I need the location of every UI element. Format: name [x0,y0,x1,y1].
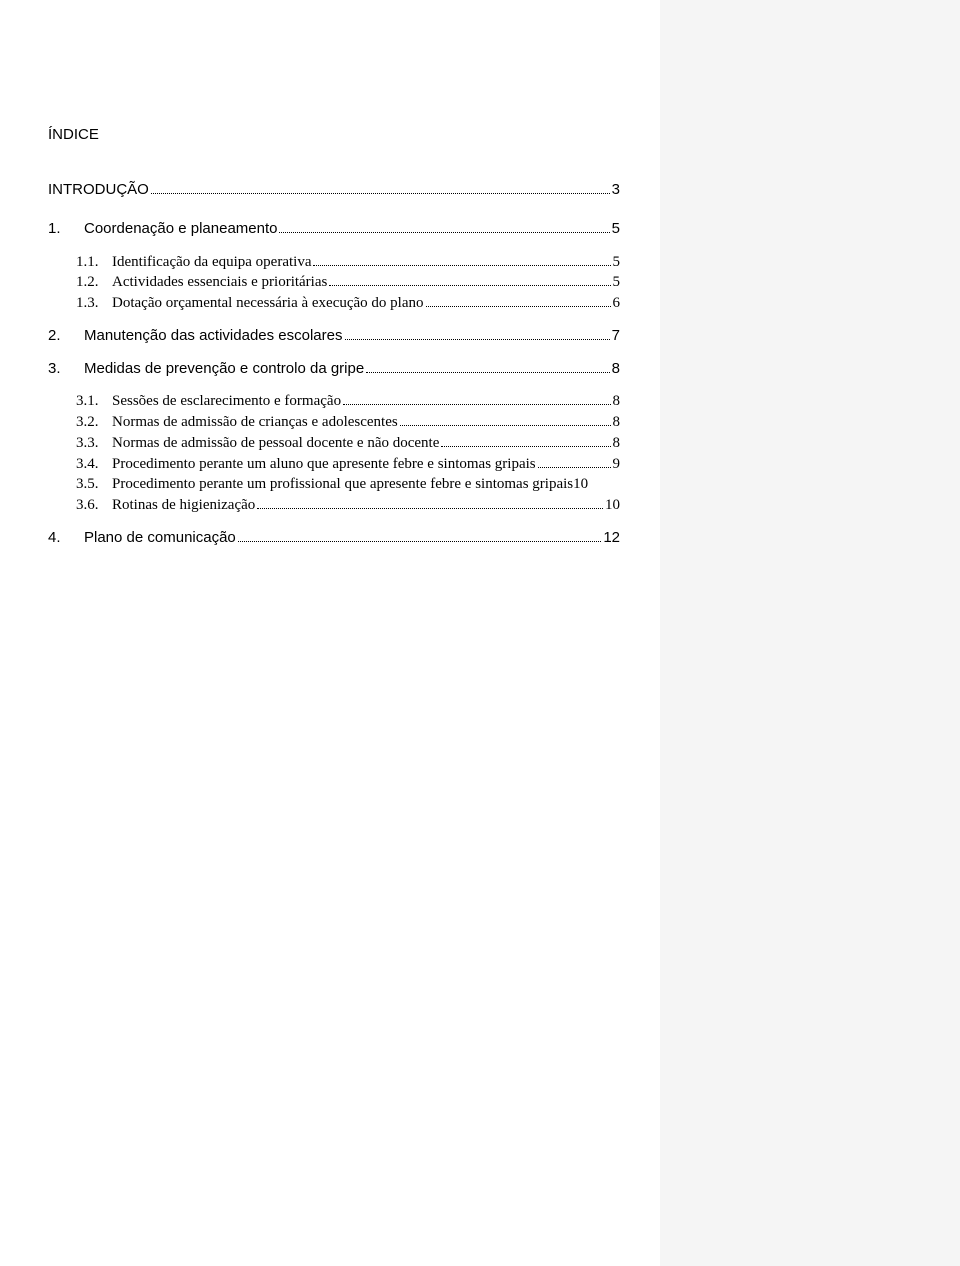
toc-spacer [48,315,620,327]
toc-entry-page: 10 [605,496,620,515]
toc-leader-dots [151,193,610,194]
toc-entry: 2.Manutenção das actividades escolares 7 [48,327,620,346]
toc-entry-label: Identificação da equipa operativa [112,253,311,272]
toc-entry-page: 9 [613,455,621,474]
toc-leader-dots [257,508,603,509]
toc-leader-dots [441,446,610,447]
toc-entry-label: Sessões de esclarecimento e formação [112,392,341,411]
toc-entry-label: Coordenação e planeamento [84,220,277,239]
toc-leader-dots [279,232,609,233]
toc-entry-label: Dotação orçamental necessária à execução… [112,294,424,313]
toc-entry: 3.4.Procedimento perante um aluno que ap… [76,455,620,474]
toc-entry-number: 3.3. [76,434,112,453]
toc-entry-page: 5 [613,273,621,292]
toc-title: ÍNDICE [48,126,620,143]
toc-leader-dots [313,265,610,266]
toc-entry-label: Medidas de prevenção e controlo da gripe [84,360,364,379]
toc-entry: INTRODUÇÃO 3 [48,181,620,200]
toc-entry-label: Rotinas de higienização [112,496,255,515]
toc-entry: 3.6.Rotinas de higienização 10 [76,496,620,515]
toc-leader-dots [343,404,610,405]
toc-entry-number: 4. [48,529,84,548]
toc-entry: 1.1.Identificação da equipa operativa 5 [76,253,620,272]
toc-entry: 1.2.Actividades essenciais e prioritária… [76,273,620,292]
toc-entry-page: 5 [612,220,620,239]
toc-entry: 3.3.Normas de admissão de pessoal docent… [76,434,620,453]
toc-spacer [48,517,620,529]
toc-spacer [48,202,620,220]
toc-spacer [48,380,620,392]
toc-leader-dots [238,541,602,542]
toc-entry-label: Procedimento perante um aluno que aprese… [112,455,536,474]
toc-entry-label: Manutenção das actividades escolares [84,327,343,346]
document-page: ÍNDICE INTRODUÇÃO 3 1.Coordenação e planea… [0,0,660,1266]
toc-leader-dots [366,372,609,373]
toc-entry: 3.5.Procedimento perante um profissional… [76,475,620,494]
toc-container: INTRODUÇÃO31.Coordenação e planeamento51… [48,181,620,548]
toc-leader-dots [329,285,610,286]
toc-entry-label: INTRODUÇÃO [48,181,149,200]
toc-entry-label: Normas de admissão de pessoal docente e … [112,434,439,453]
toc-entry-number: 3.2. [76,413,112,432]
toc-entry-number: 3.1. [76,392,112,411]
toc-entry-page: 8 [613,413,621,432]
toc-entry: 3.1.Sessões de esclarecimento e formação… [76,392,620,411]
toc-leader-dots [400,425,611,426]
toc-entry-number: 3.6. [76,496,112,515]
toc-entry-number: 1. [48,220,84,239]
toc-entry-page: 10 [573,475,588,494]
toc-spacer [48,348,620,360]
toc-entry-label: Normas de admissão de crianças e adolesc… [112,413,398,432]
toc-entry-page: 8 [613,392,621,411]
toc-entry-page: 3 [612,181,620,200]
toc-entry-number: 3.4. [76,455,112,474]
toc-entry-number: 1.2. [76,273,112,292]
toc-entry-number: 3. [48,360,84,379]
toc-entry-page: 12 [603,529,620,548]
toc-spacer [48,241,620,253]
toc-entry: 3.2.Normas de admissão de crianças e ado… [76,413,620,432]
toc-entry-label: Actividades essenciais e prioritárias [112,273,327,292]
toc-entry-label: Plano de comunicação [84,529,236,548]
toc-leader-dots [345,339,610,340]
toc-entry-number: 1.1. [76,253,112,272]
toc-entry: 1.Coordenação e planeamento 5 [48,220,620,239]
toc-leader-dots [538,467,611,468]
toc-leader-dots [426,306,611,307]
toc-entry-page: 5 [613,253,621,272]
toc-entry: 1.3.Dotação orçamental necessária à exec… [76,294,620,313]
toc-entry-page: 6 [613,294,621,313]
toc-entry-page: 7 [612,327,620,346]
toc-entry: 3.Medidas de prevenção e controlo da gri… [48,360,620,379]
toc-entry-number: 2. [48,327,84,346]
toc-entry-number: 3.5. [76,475,112,494]
toc-entry: 4.Plano de comunicação 12 [48,529,620,548]
toc-entry-number: 1.3. [76,294,112,313]
toc-entry-page: 8 [612,360,620,379]
toc-entry-label: Procedimento perante um profissional que… [112,475,573,494]
toc-entry-page: 8 [613,434,621,453]
